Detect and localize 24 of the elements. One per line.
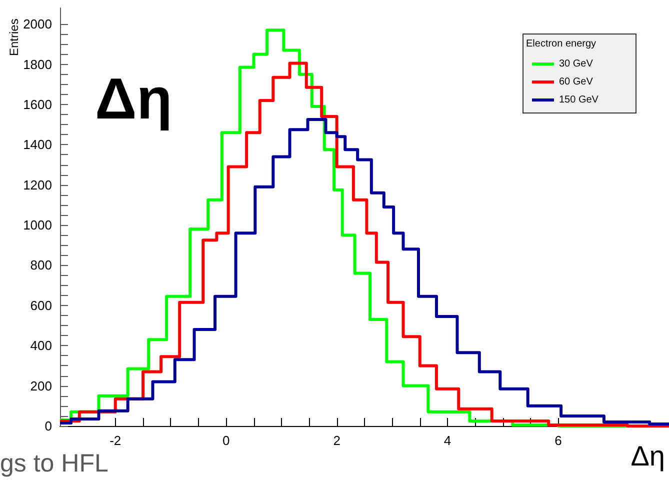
x-tick-label: -2 [110,433,122,448]
y-axis-title: Entries [7,18,21,56]
y-tick-label: 200 [30,378,52,394]
y-tick-label: 2000 [23,16,52,32]
x-tick-label: 0 [222,433,230,448]
y-tick-label: 0 [44,418,52,434]
y-tick-label: 1800 [23,56,52,72]
y-tick-label: 400 [30,338,52,354]
y-tick-label: 1400 [23,137,52,152]
y-tick-label: 800 [30,258,52,273]
annotation: Δη [95,66,172,132]
y-tick-label: 600 [30,298,52,313]
x-axis-title: Δη [630,440,666,472]
x-tick-label: 4 [444,433,452,448]
y-tick-label: 1000 [23,218,52,233]
legend-label: 150 GeV [559,94,599,106]
legend-label: 30 GeV [559,58,594,70]
text: gs to HFL [0,450,108,478]
legend-label: 60 GeV [559,76,594,88]
legend-title: Electron energy [526,38,596,50]
x-tick-label: 6 [554,433,562,448]
y-tick-label: 1200 [23,177,52,192]
x-tick-label: 2 [333,433,340,448]
y-tick-label: 1600 [23,96,52,112]
